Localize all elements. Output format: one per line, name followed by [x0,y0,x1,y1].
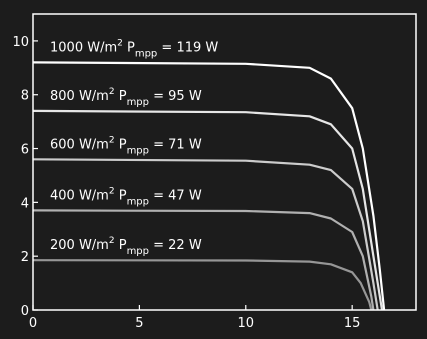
x-tick-label: 10 [238,316,255,331]
y-tick-label: 0 [21,304,29,319]
x-tick-label: 0 [29,316,37,331]
series-line-4 [32,259,373,311]
x-tick-label: 5 [135,316,143,331]
ticks-group: 0 2 4 6 8 10 0 5 10 15 [12,35,360,331]
y-tick-label: 8 [21,89,29,104]
series-line-0 [32,61,386,311]
series-line-3 [32,209,375,311]
series-label-3: 400 W/m2 Pmpp = 47 W [50,186,202,207]
series-label-0: 1000 W/m2 Pmpp = 119 W [50,38,218,59]
y-tick-label: 10 [12,35,29,50]
y-tick-label: 6 [21,143,29,158]
labels-group: 1000 W/m2 Pmpp = 119 W 800 W/m2 Pmpp = 95… [50,38,218,257]
series-label-2: 600 W/m2 Pmpp = 71 W [50,135,202,156]
axes-frame [32,13,417,311]
x-tick-label: 15 [344,316,361,331]
series-label-1: 800 W/m2 Pmpp = 95 W [50,87,202,108]
series-line-1 [32,109,384,311]
series-line-2 [32,158,379,311]
series-group [32,61,386,311]
axes-group [32,13,417,311]
series-label-4: 200 W/m2 Pmpp = 22 W [50,236,202,257]
y-tick-label: 2 [21,250,29,265]
y-tick-label: 4 [21,196,29,211]
